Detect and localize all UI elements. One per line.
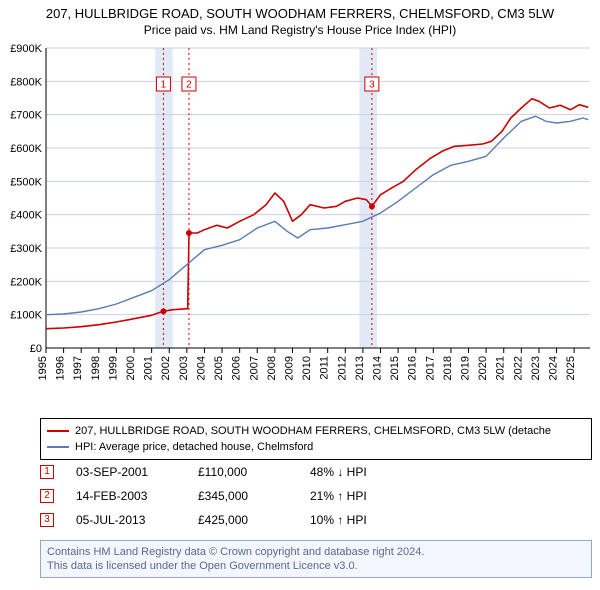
svg-text:2008: 2008 <box>266 356 278 380</box>
svg-text:2006: 2006 <box>231 356 243 380</box>
svg-text:2020: 2020 <box>477 356 489 380</box>
svg-text:2023: 2023 <box>530 356 542 380</box>
event-row: 3 05-JUL-2013 £425,000 10% ↑ HPI <box>40 508 592 532</box>
svg-text:2000: 2000 <box>125 356 137 380</box>
svg-text:£300K: £300K <box>10 243 42 255</box>
svg-text:2016: 2016 <box>407 356 419 380</box>
svg-text:1998: 1998 <box>90 356 102 380</box>
event-price: £425,000 <box>198 513 288 527</box>
svg-text:2010: 2010 <box>301 356 313 380</box>
svg-text:2011: 2011 <box>319 356 331 380</box>
svg-text:2003: 2003 <box>178 356 190 380</box>
svg-text:£600K: £600K <box>10 143 42 155</box>
legend: 207, HULLBRIDGE ROAD, SOUTH WOODHAM FERR… <box>40 418 592 460</box>
event-delta: 10% ↑ HPI <box>310 513 420 527</box>
event-marker: 1 <box>40 465 54 479</box>
chart-svg: £0 £100K £200K £300K £400K £500K £600K £700K £80… <box>0 42 600 412</box>
svg-text:2017: 2017 <box>424 356 436 380</box>
svg-text:1: 1 <box>161 80 167 91</box>
chart-subtitle: Price paid vs. HM Land Registry's House … <box>0 21 600 37</box>
svg-text:2025: 2025 <box>565 356 577 380</box>
svg-text:2007: 2007 <box>248 356 260 380</box>
event-date: 03-SEP-2001 <box>76 465 176 479</box>
legend-label: HPI: Average price, detached house, Chel… <box>75 439 313 455</box>
svg-text:2001: 2001 <box>143 356 155 380</box>
svg-text:2018: 2018 <box>442 356 454 380</box>
svg-text:2014: 2014 <box>371 356 383 380</box>
attribution-line: This data is licensed under the Open Gov… <box>47 559 585 573</box>
event-price: £345,000 <box>198 489 288 503</box>
chart-title: 207, HULLBRIDGE ROAD, SOUTH WOODHAM FERR… <box>0 0 600 21</box>
svg-text:2002: 2002 <box>160 356 172 380</box>
event-delta: 21% ↑ HPI <box>310 489 420 503</box>
svg-text:2009: 2009 <box>283 356 295 380</box>
events-table: 1 03-SEP-2001 £110,000 48% ↓ HPI 2 14-FEB-200… <box>40 460 592 532</box>
svg-text:2005: 2005 <box>213 356 225 380</box>
event-row: 2 14-FEB-2003 £345,000 21% ↑ HPI <box>40 484 592 508</box>
svg-text:2: 2 <box>186 80 192 91</box>
event-price: £110,000 <box>198 465 288 479</box>
legend-label: 207, HULLBRIDGE ROAD, SOUTH WOODHAM FERR… <box>75 423 551 439</box>
svg-text:2004: 2004 <box>195 356 207 380</box>
event-date: 05-JUL-2013 <box>76 513 176 527</box>
event-delta: 48% ↓ HPI <box>310 465 420 479</box>
svg-text:1995: 1995 <box>37 356 49 380</box>
legend-swatch <box>47 446 69 448</box>
svg-text:£400K: £400K <box>10 210 42 222</box>
attribution: Contains HM Land Registry data © Crown c… <box>40 540 592 578</box>
event-marker: 2 <box>40 489 54 503</box>
legend-item: 207, HULLBRIDGE ROAD, SOUTH WOODHAM FERR… <box>47 423 585 439</box>
svg-text:£0: £0 <box>30 343 42 355</box>
svg-text:£500K: £500K <box>10 176 42 188</box>
svg-text:1997: 1997 <box>72 356 84 380</box>
svg-text:1999: 1999 <box>107 356 119 380</box>
svg-text:£200K: £200K <box>10 276 42 288</box>
svg-text:1996: 1996 <box>55 356 67 380</box>
event-row: 1 03-SEP-2001 £110,000 48% ↓ HPI <box>40 460 592 484</box>
price-chart: £0 £100K £200K £300K £400K £500K £600K £700K £80… <box>0 42 600 412</box>
svg-text:£900K: £900K <box>10 43 42 55</box>
event-date: 14-FEB-2003 <box>76 489 176 503</box>
svg-text:2021: 2021 <box>495 356 507 380</box>
svg-text:2012: 2012 <box>336 356 348 380</box>
svg-text:£100K: £100K <box>10 310 42 322</box>
svg-text:3: 3 <box>369 80 375 91</box>
svg-text:2015: 2015 <box>389 356 401 380</box>
svg-text:2019: 2019 <box>460 356 472 380</box>
event-marker: 3 <box>40 513 54 527</box>
legend-swatch <box>47 430 69 432</box>
svg-text:£700K: £700K <box>10 110 42 122</box>
svg-text:2022: 2022 <box>512 356 524 380</box>
svg-text:2024: 2024 <box>548 356 560 380</box>
svg-text:2013: 2013 <box>354 356 366 380</box>
attribution-line: Contains HM Land Registry data © Crown c… <box>47 545 585 559</box>
svg-text:£800K: £800K <box>10 76 42 88</box>
legend-item: HPI: Average price, detached house, Chel… <box>47 439 585 455</box>
